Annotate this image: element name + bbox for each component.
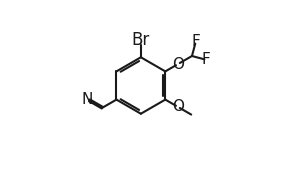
Text: O: O	[172, 57, 184, 72]
Text: Br: Br	[132, 31, 150, 49]
Text: F: F	[201, 52, 210, 67]
Text: O: O	[172, 99, 184, 114]
Text: F: F	[191, 35, 200, 49]
Text: N: N	[82, 92, 93, 107]
